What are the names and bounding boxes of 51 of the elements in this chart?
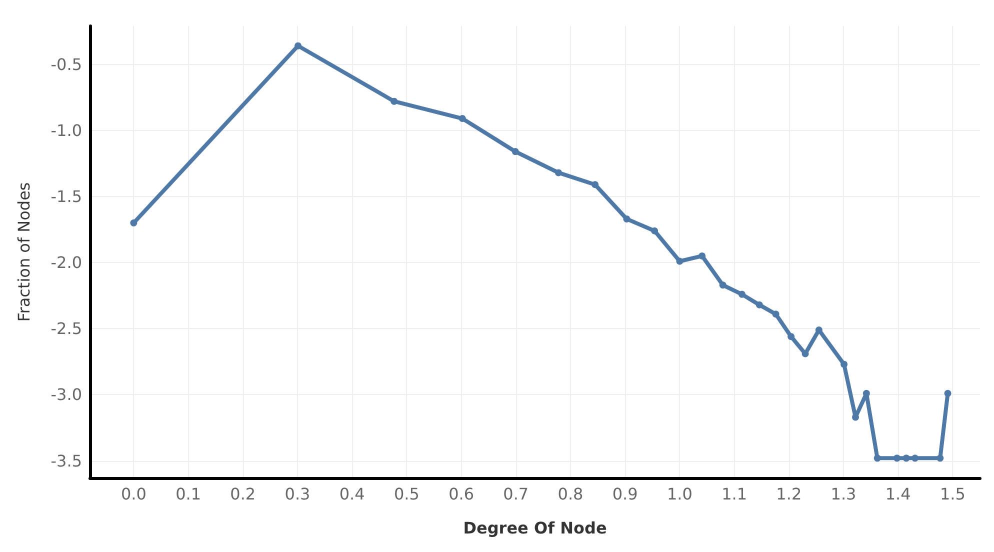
- point: [852, 414, 860, 421]
- point: [390, 98, 398, 105]
- point: [698, 252, 706, 260]
- point: [840, 360, 848, 368]
- x-tick-label: 0.5: [394, 484, 420, 504]
- x-tick-label: 1.1: [722, 484, 748, 504]
- point: [756, 301, 763, 308]
- x-tick-label: 1.0: [666, 484, 692, 504]
- y-axis-title: Fraction of Nodes: [14, 182, 34, 322]
- y-tick-label: -1.5: [50, 186, 82, 206]
- x-tick-label: 0.2: [230, 484, 256, 504]
- point: [651, 227, 658, 234]
- x-tick-label: 0.0: [120, 484, 146, 504]
- point: [554, 169, 562, 176]
- point: [676, 258, 684, 265]
- x-tick-label: 0.9: [612, 484, 638, 504]
- x-tick-label: 0.7: [503, 484, 529, 504]
- x-tick-label: 1.4: [885, 484, 911, 504]
- point: [772, 310, 780, 318]
- point: [130, 219, 138, 226]
- x-tick-label: 0.1: [176, 484, 202, 504]
- y-tick-label: -3.5: [50, 451, 82, 470]
- point: [294, 42, 302, 50]
- x-tick-label: 1.5: [940, 484, 966, 504]
- point: [802, 350, 809, 358]
- x-tick-label: 1.3: [830, 484, 856, 504]
- point: [936, 454, 944, 462]
- x-tick-label: 0.4: [339, 484, 365, 504]
- point: [512, 148, 519, 156]
- x-tick-label: 0.3: [284, 484, 310, 504]
- y-tick-label: -2.5: [50, 319, 82, 338]
- point: [862, 390, 870, 397]
- point: [912, 454, 919, 462]
- x-tick-label: 0.6: [448, 484, 474, 504]
- x-axis-title: Degree Of Node: [463, 518, 607, 538]
- point: [788, 333, 795, 340]
- x-tick-label: 1.2: [776, 484, 802, 504]
- point: [894, 454, 901, 462]
- point: [874, 454, 881, 462]
- point: [944, 390, 952, 397]
- point: [738, 290, 746, 298]
- point: [719, 282, 726, 289]
- y-tick-label: -1.0: [50, 120, 82, 140]
- y-tick-label: -2.0: [50, 253, 82, 272]
- point: [592, 181, 599, 188]
- y-tick-label: -0.5: [50, 54, 82, 74]
- point: [902, 454, 910, 462]
- point: [623, 215, 630, 222]
- point: [458, 115, 466, 122]
- y-tick-label: -3.0: [50, 385, 82, 404]
- x-tick-label: 0.8: [558, 484, 584, 504]
